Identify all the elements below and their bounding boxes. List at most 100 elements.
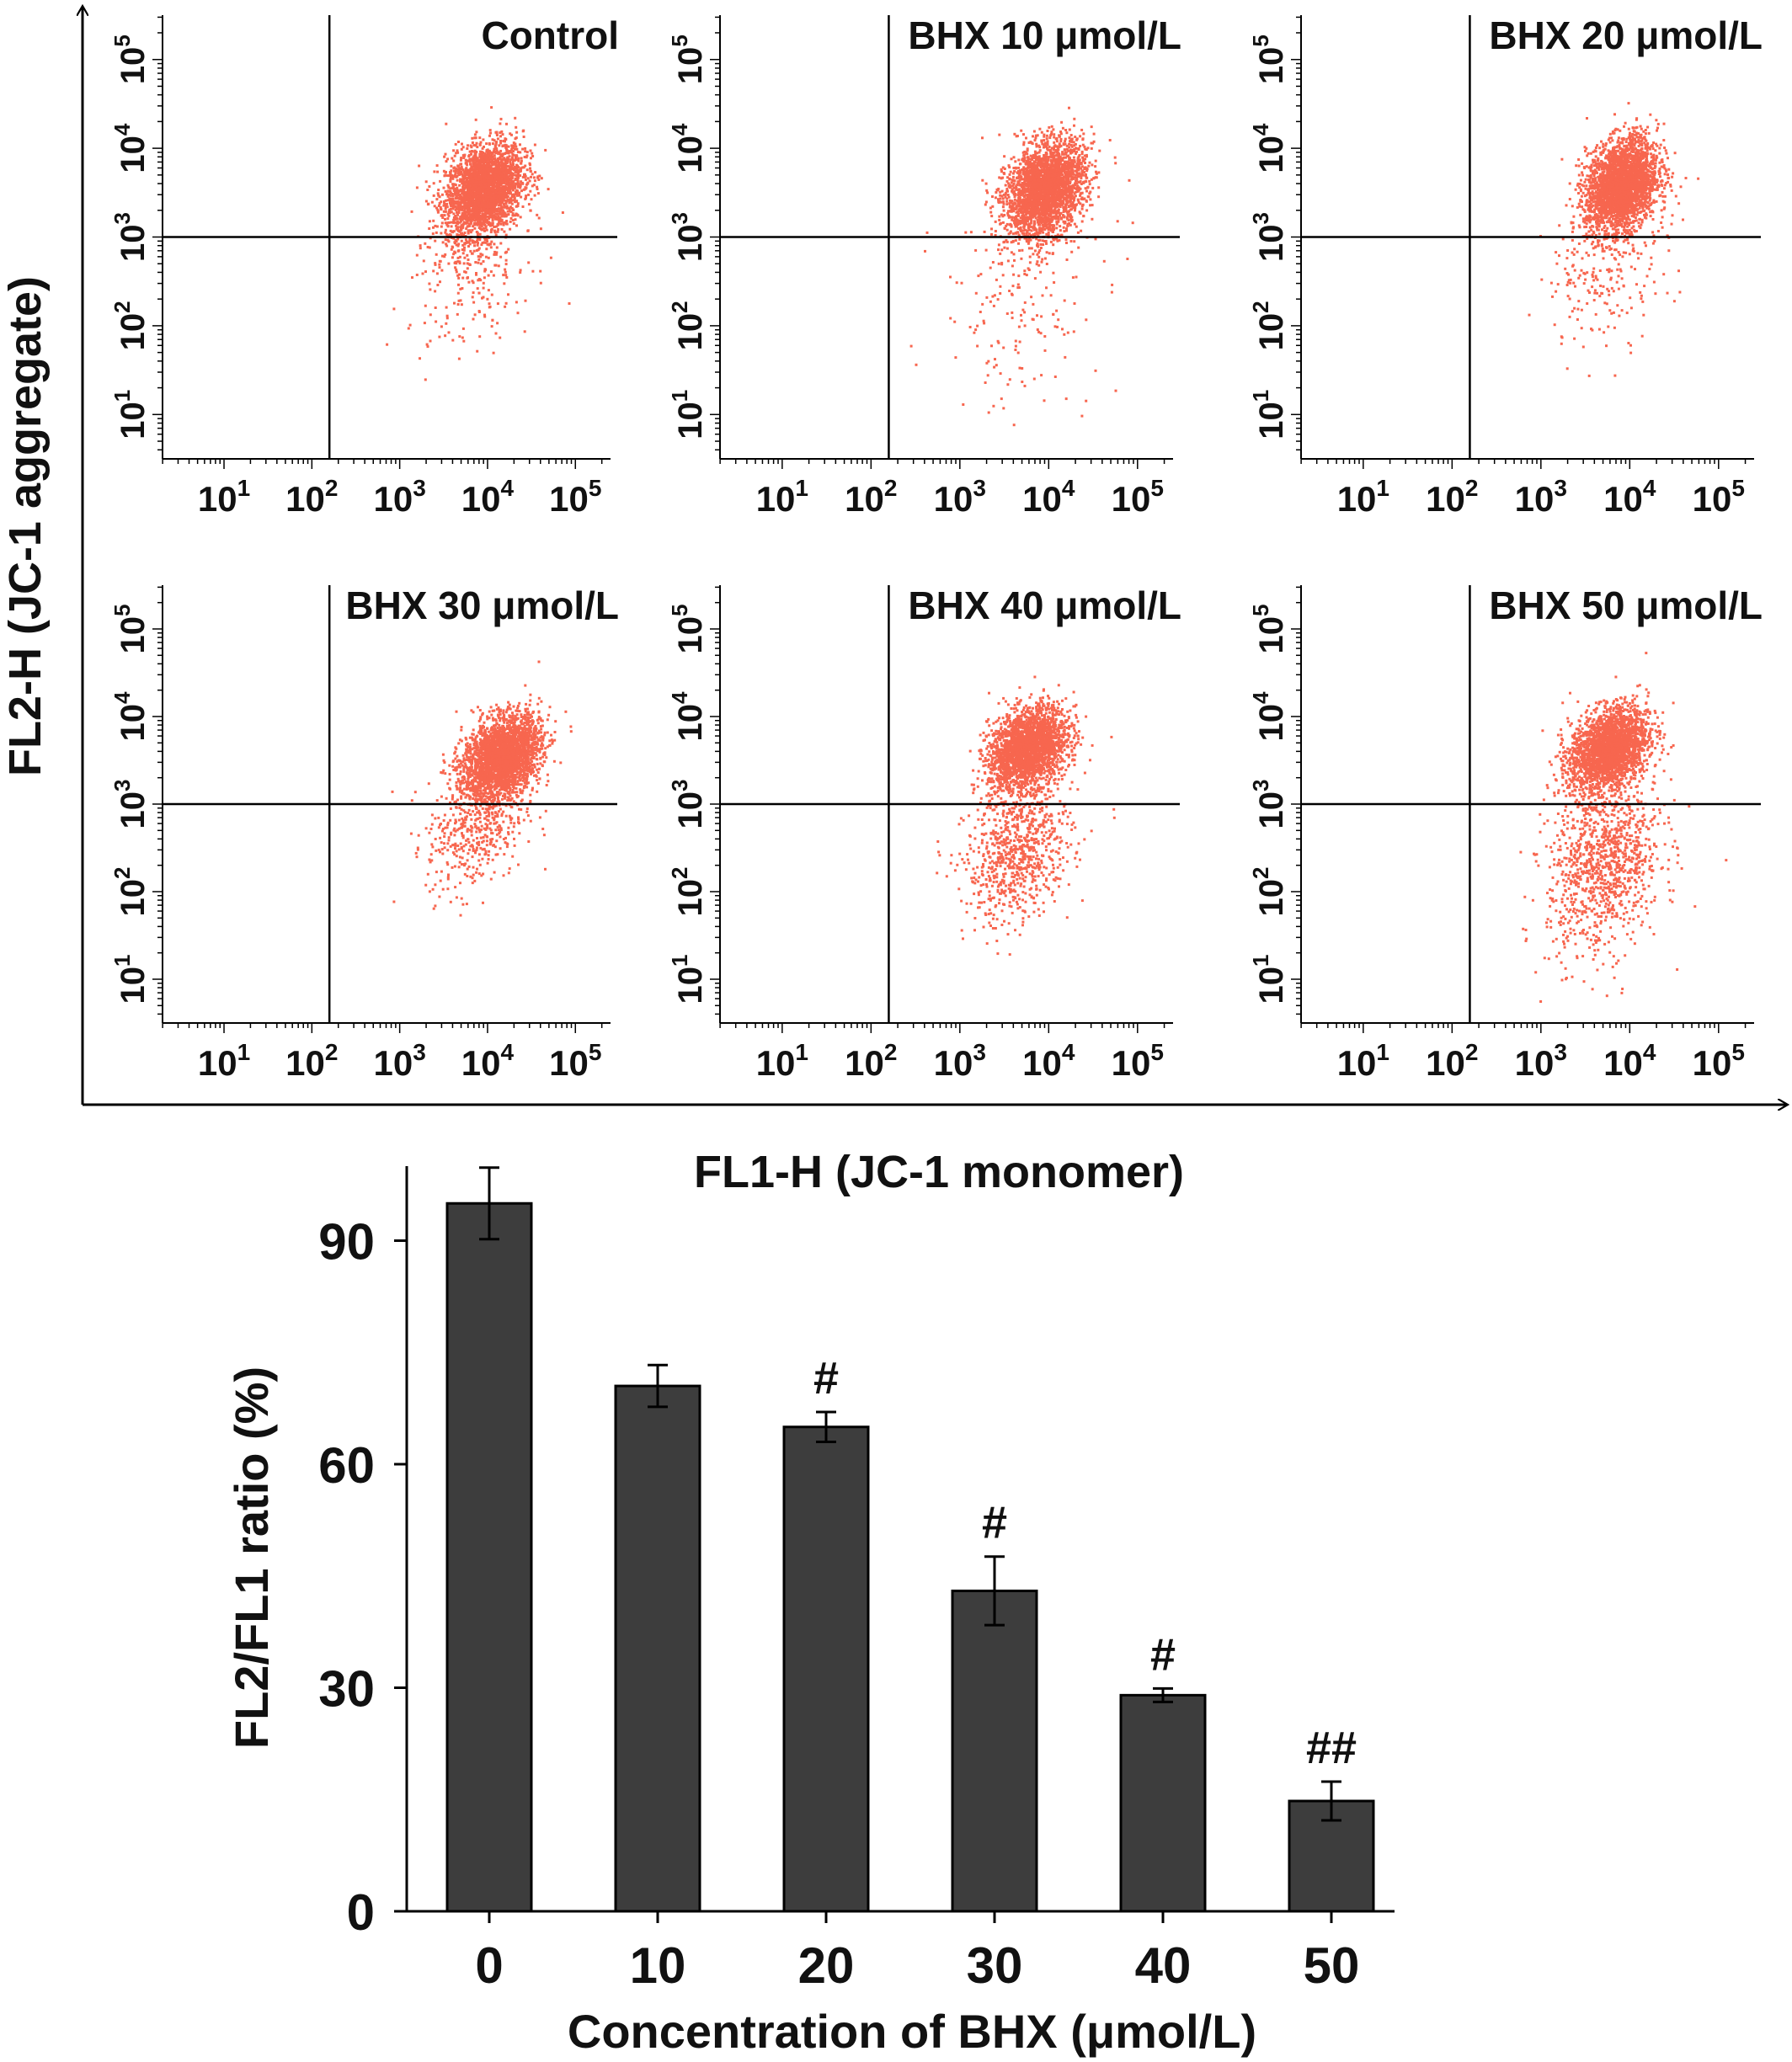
scatter-point: [458, 260, 461, 264]
scatter-point: [474, 118, 477, 121]
scatter-point: [448, 233, 451, 237]
scatter-point: [476, 287, 479, 290]
scatter-point: [1084, 157, 1087, 161]
scatter-point: [457, 169, 461, 172]
scatter-point: [496, 188, 499, 191]
scatter-point: [1036, 253, 1039, 256]
scatter-point: [452, 159, 456, 163]
scatter-point: [467, 202, 469, 205]
scatter-point: [461, 174, 465, 178]
scatter-point: [501, 209, 504, 212]
scatter-point: [488, 163, 491, 167]
scatter-point: [1046, 147, 1048, 150]
scatter-point: [453, 250, 456, 253]
scatter-point: [456, 303, 460, 306]
scatter-point: [499, 154, 503, 157]
scatter-point: [487, 189, 490, 193]
scatter-point: [1048, 252, 1051, 255]
scatter-point: [460, 227, 463, 231]
scatter-point: [459, 202, 462, 205]
scatter-point: [1090, 141, 1093, 145]
scatter-point: [411, 276, 413, 280]
scatter-point: [463, 187, 467, 190]
scatter-point: [505, 187, 509, 190]
scatter-point: [482, 281, 485, 285]
scatter-point: [442, 204, 445, 207]
scatter-point: [415, 253, 419, 257]
scatter-point: [501, 133, 504, 136]
scatter-point: [463, 202, 467, 205]
scatter-point: [489, 160, 493, 163]
scatter-point: [534, 171, 537, 174]
scatter-point: [463, 204, 467, 207]
scatter-point: [1056, 233, 1059, 237]
scatter-point: [459, 204, 462, 207]
scatter-point: [1056, 167, 1059, 170]
scatter-point: [456, 164, 460, 168]
scatter-point: [440, 200, 443, 204]
scatter-point: [486, 178, 489, 181]
scatter-point: [493, 216, 497, 218]
scatter-point: [533, 143, 536, 147]
scatter-point: [456, 189, 459, 191]
scatter-point: [415, 186, 419, 189]
scatter-point: [444, 205, 447, 209]
scatter-point: [464, 180, 467, 184]
scatter-point: [504, 171, 508, 173]
scatter-point: [493, 139, 496, 142]
scatter-point: [1027, 141, 1031, 144]
scatter-point: [997, 198, 1000, 201]
scatter-point: [500, 177, 504, 180]
scatter-point: [457, 283, 460, 286]
scatter-point: [493, 199, 496, 202]
scatter-point: [510, 151, 514, 154]
scatter-point: [477, 175, 481, 178]
scatter-point: [429, 237, 432, 240]
scatter-point: [439, 179, 442, 183]
scatter-point: [520, 189, 523, 193]
scatter-point: [1044, 157, 1048, 161]
scatter-point: [510, 133, 513, 136]
scatter-point: [444, 238, 447, 242]
scatter-point: [1020, 129, 1023, 132]
scatter-point: [1012, 167, 1016, 169]
scatter-point: [510, 175, 514, 178]
scatter-dots: [386, 106, 571, 381]
scatter-point: [454, 242, 456, 245]
scatter-point: [482, 158, 485, 162]
scatter-point: [461, 142, 463, 146]
scatter-point: [486, 158, 489, 162]
scatter-point: [497, 216, 500, 219]
scatter-point: [466, 214, 469, 217]
scatter-point: [1021, 168, 1024, 171]
scatter-point: [476, 180, 479, 184]
scatter-point: [482, 260, 485, 263]
scatter-point: [481, 242, 484, 244]
scatter-point: [470, 252, 473, 255]
scatter-point: [475, 141, 478, 145]
scatter-point: [505, 181, 509, 184]
scatter-point: [434, 262, 437, 265]
scatter-point: [523, 330, 526, 333]
scatter-point: [472, 205, 476, 209]
scatter-point: [450, 164, 453, 168]
scatter-point: [480, 150, 483, 153]
scatter-point: [486, 210, 489, 212]
scatter-point: [500, 130, 504, 133]
scatter-point: [533, 194, 536, 197]
scatter-point: [1060, 165, 1064, 168]
scatter-point: [1001, 221, 1005, 224]
scatter-point: [461, 196, 465, 200]
scatter-point: [444, 207, 447, 210]
scatter-point: [1007, 182, 1011, 185]
scatter-point: [502, 180, 505, 184]
scatter-point: [464, 210, 467, 214]
scatter-point: [509, 220, 512, 223]
scatter-point: [1066, 217, 1069, 221]
scatter-point: [561, 211, 564, 214]
scatter-point: [1037, 219, 1041, 222]
scatter-point: [1064, 221, 1067, 223]
scatter-point: [450, 205, 453, 208]
scatter-point: [459, 163, 462, 166]
y-tick-label: 102: [109, 301, 152, 350]
